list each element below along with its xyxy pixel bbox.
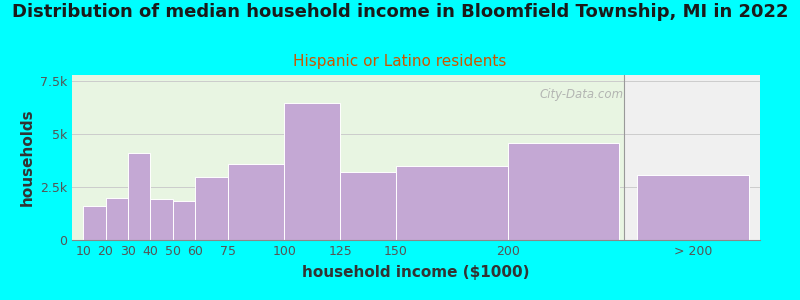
Bar: [83, 206, 106, 240]
Bar: [396, 166, 507, 240]
Bar: [284, 103, 340, 240]
Bar: [150, 199, 173, 240]
Text: Hispanic or Latino residents: Hispanic or Latino residents: [294, 54, 506, 69]
Text: City-Data.com: City-Data.com: [540, 88, 624, 101]
Bar: [507, 143, 619, 240]
Text: Distribution of median household income in Bloomfield Township, MI in 2022: Distribution of median household income …: [12, 3, 788, 21]
Bar: [637, 176, 749, 240]
Bar: [340, 172, 396, 240]
Bar: [106, 198, 128, 240]
Y-axis label: households: households: [19, 109, 34, 206]
Bar: [228, 164, 284, 240]
Bar: [195, 176, 228, 240]
X-axis label: household income ($1000): household income ($1000): [302, 265, 530, 280]
Bar: [128, 153, 150, 240]
Bar: [61, 75, 624, 240]
Bar: [173, 201, 195, 240]
